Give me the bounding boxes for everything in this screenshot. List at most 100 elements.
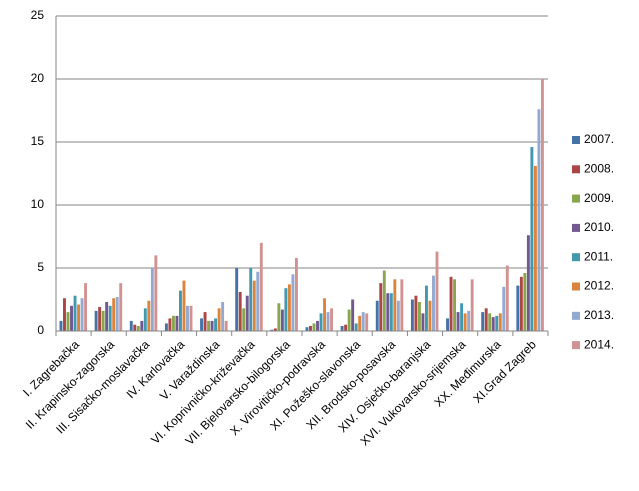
bar xyxy=(270,329,274,331)
legend-swatch xyxy=(572,165,580,174)
bar xyxy=(150,268,154,331)
bar xyxy=(242,308,246,331)
bar xyxy=(484,308,488,331)
bar xyxy=(425,285,428,331)
legend-label: 2012. xyxy=(584,279,614,293)
bar xyxy=(214,318,218,331)
bar xyxy=(389,293,393,331)
bar xyxy=(319,313,323,331)
legend-swatch xyxy=(572,223,580,232)
bar xyxy=(294,257,298,331)
bar xyxy=(382,270,386,331)
bar xyxy=(309,325,312,331)
bar xyxy=(540,79,544,331)
bar xyxy=(143,308,147,331)
bar xyxy=(284,288,288,331)
y-tick-label: 15 xyxy=(31,134,45,148)
bar xyxy=(537,109,541,332)
y-tick-label: 0 xyxy=(37,323,44,337)
bar xyxy=(347,309,351,331)
bar xyxy=(259,242,263,331)
bar xyxy=(112,298,116,331)
bar xyxy=(519,276,523,331)
bar xyxy=(70,305,73,331)
bar xyxy=(101,310,105,331)
legend-swatch xyxy=(572,341,580,350)
bar xyxy=(256,271,260,331)
bar xyxy=(326,312,330,331)
legend-label: 2008. xyxy=(584,161,614,175)
bar xyxy=(502,286,506,331)
legend-swatch xyxy=(572,136,580,144)
legend-label: 2010. xyxy=(584,220,614,234)
bar xyxy=(291,274,295,331)
bar xyxy=(119,283,123,331)
y-tick-label: 25 xyxy=(31,8,45,22)
bar xyxy=(449,276,453,331)
bar xyxy=(417,302,421,331)
bar xyxy=(523,273,527,331)
bar xyxy=(80,298,84,331)
bar xyxy=(495,315,499,331)
bar xyxy=(516,285,520,331)
bar xyxy=(530,147,534,331)
bar xyxy=(115,296,119,331)
bar xyxy=(129,320,133,331)
y-tick-label: 10 xyxy=(31,197,45,211)
bar xyxy=(133,324,137,331)
bar xyxy=(59,320,63,331)
bar xyxy=(312,323,316,331)
bar xyxy=(481,312,485,331)
bar xyxy=(168,318,172,331)
bar xyxy=(189,305,193,331)
bar xyxy=(175,315,179,331)
bar xyxy=(147,300,151,331)
bar xyxy=(463,313,467,331)
legend-swatch xyxy=(572,311,580,320)
bar xyxy=(249,268,253,331)
legend-swatch xyxy=(572,282,580,291)
bar xyxy=(323,298,326,331)
bar xyxy=(305,327,309,331)
bar xyxy=(428,300,432,331)
bar xyxy=(505,265,509,331)
bar xyxy=(66,312,70,331)
bar xyxy=(273,328,277,331)
bar xyxy=(365,313,369,331)
y-tick-label: 5 xyxy=(37,260,44,274)
bar xyxy=(217,308,221,331)
bar xyxy=(375,300,379,331)
bar xyxy=(210,320,214,331)
bar xyxy=(171,315,175,331)
bar xyxy=(470,279,474,331)
bar xyxy=(340,325,344,331)
bar xyxy=(207,320,211,331)
bar xyxy=(136,325,140,331)
bar xyxy=(414,295,418,331)
bar xyxy=(467,310,471,331)
bar xyxy=(421,313,425,331)
bar xyxy=(400,279,404,331)
bar xyxy=(432,275,435,331)
bar xyxy=(491,317,495,331)
x-tick-label: XI.Grad Zagreb xyxy=(470,337,539,406)
bar xyxy=(98,307,102,331)
bar xyxy=(221,302,225,331)
bar xyxy=(287,284,291,331)
bar xyxy=(186,305,189,331)
bar xyxy=(344,324,348,331)
legend-label: 2007. xyxy=(584,132,614,146)
bar xyxy=(446,318,449,331)
bar xyxy=(280,309,284,331)
bar xyxy=(277,303,281,331)
bar xyxy=(456,312,460,331)
bar xyxy=(488,313,492,331)
bar xyxy=(460,303,464,331)
bar xyxy=(358,315,362,331)
bar xyxy=(393,279,397,331)
bar xyxy=(498,313,502,331)
legend-label: 2011. xyxy=(584,249,613,263)
legend-swatch xyxy=(572,194,580,203)
bar xyxy=(453,279,457,331)
